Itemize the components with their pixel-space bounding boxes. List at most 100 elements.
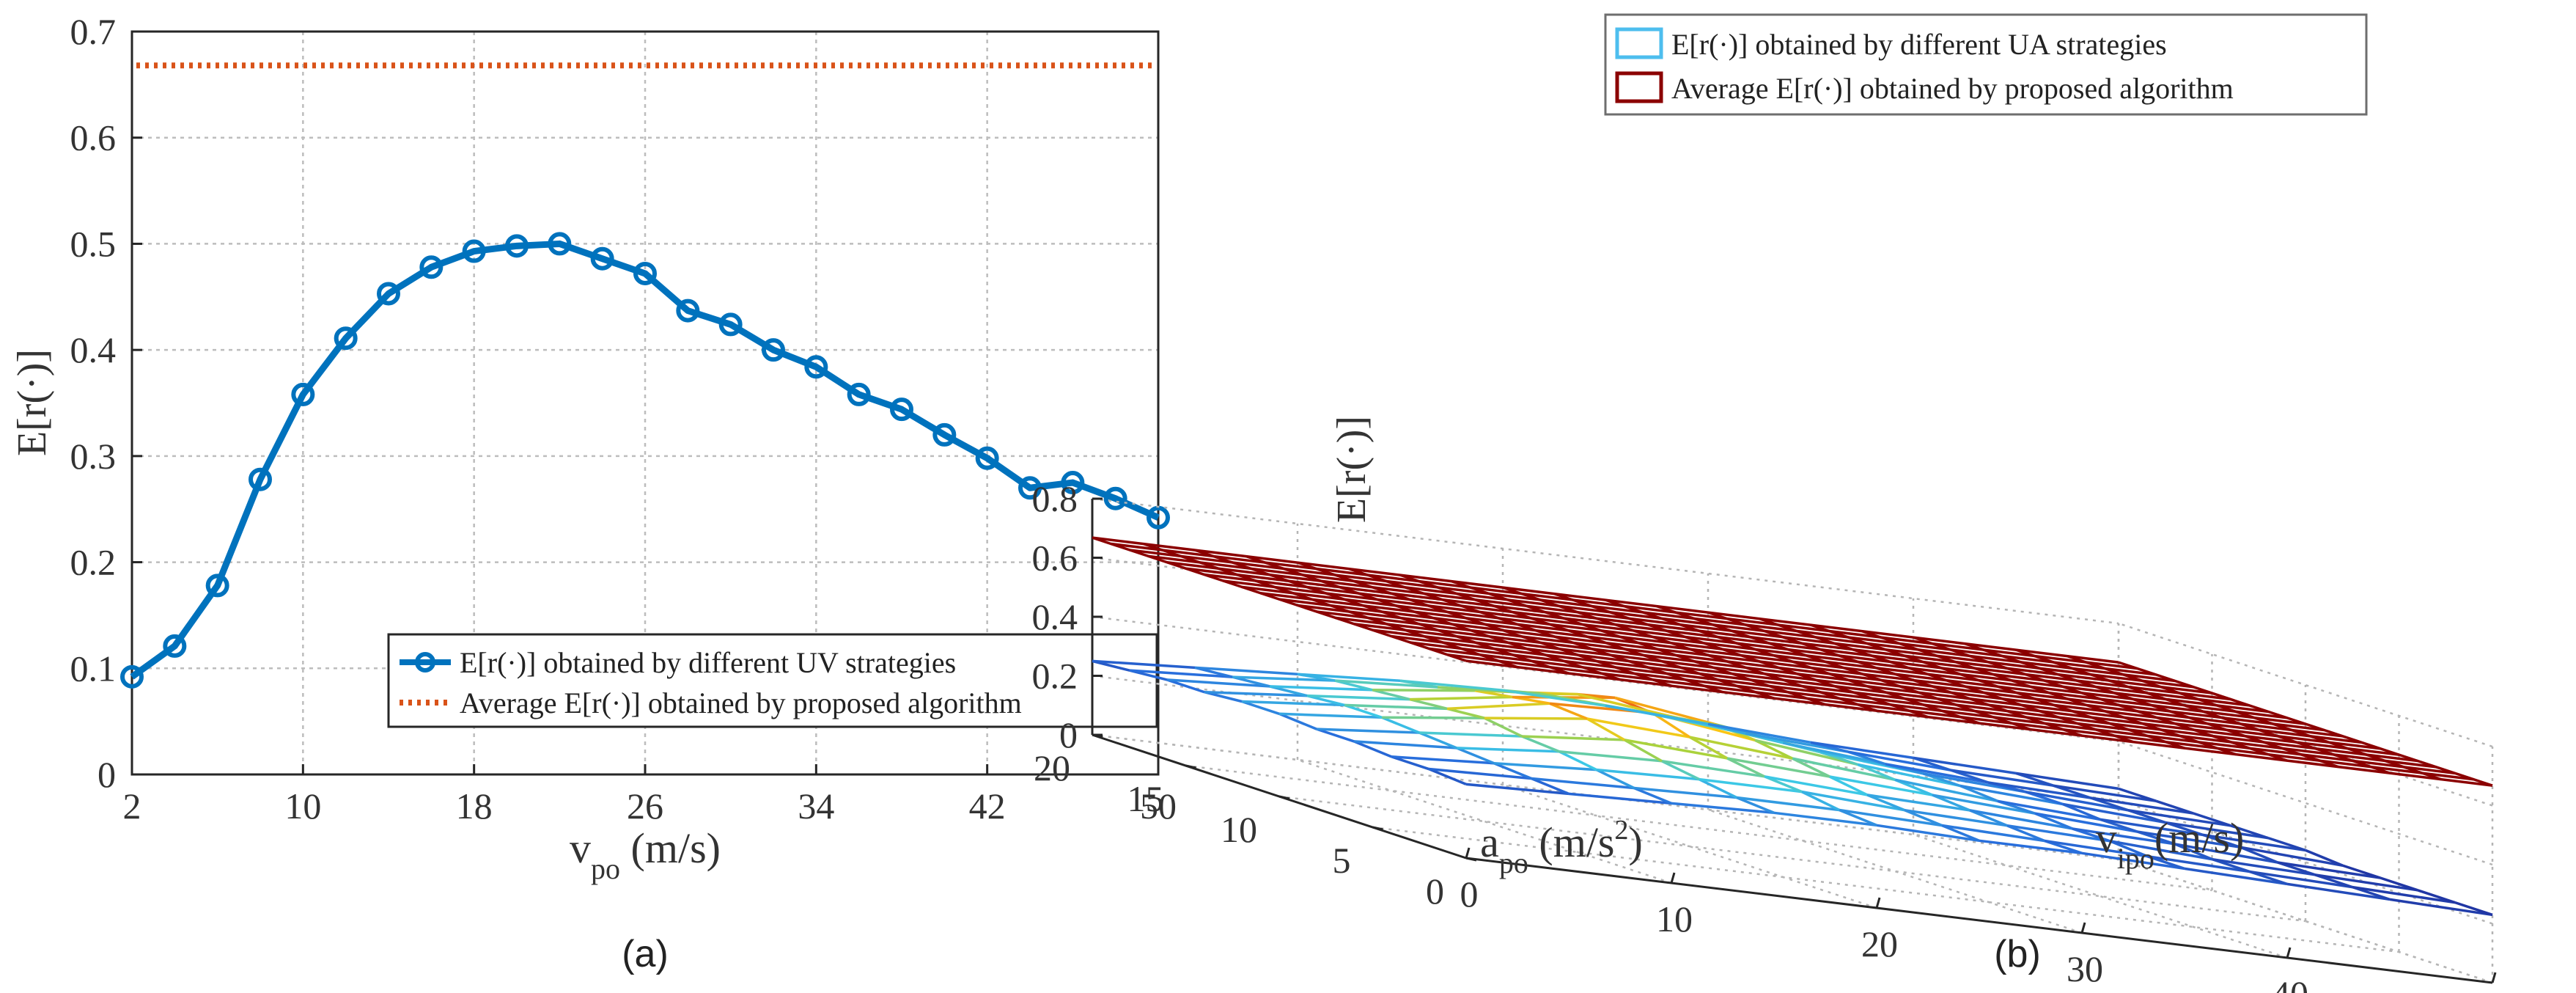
surface-mesh-line bbox=[2025, 791, 2129, 812]
ua-strategies-surface bbox=[1092, 659, 2493, 917]
surface-mesh-line bbox=[1372, 689, 1476, 692]
legend-box-3d bbox=[1604, 13, 2368, 116]
surface-mesh-line bbox=[1344, 703, 1448, 711]
surface-mesh-line bbox=[2127, 809, 2231, 827]
3d-axis-ticks: 010203040500510152000.20.40.60.8 bbox=[1032, 478, 2497, 993]
data-point-marker bbox=[377, 282, 400, 306]
surface-mesh-line bbox=[1904, 809, 1943, 827]
surface-mesh-line bbox=[1316, 728, 1420, 734]
surface-mesh-line bbox=[2267, 836, 2306, 852]
surface-mesh-line bbox=[1904, 808, 2008, 827]
surface-mesh-line bbox=[2380, 876, 2418, 892]
y-tick-mark bbox=[1372, 826, 1383, 831]
surface-mesh-line bbox=[1559, 750, 1663, 763]
surface-mesh-line bbox=[1661, 760, 1765, 778]
surface-mesh-line bbox=[1493, 762, 1532, 780]
surface-mesh-line bbox=[1792, 757, 1830, 778]
surface-mesh-line bbox=[2090, 796, 2194, 815]
z-tick-label-3d: 0.2 bbox=[1032, 656, 1078, 697]
surface-mesh-line bbox=[2118, 787, 2157, 802]
surface-mesh-line bbox=[2165, 821, 2269, 840]
y-tick-label-3d: 0 bbox=[1426, 871, 1444, 912]
surface-mesh-line bbox=[2044, 839, 2148, 858]
data-point-marker bbox=[1103, 486, 1127, 510]
x-axis-label-3d: vipo(m/s) bbox=[2096, 814, 2245, 875]
data-point-marker bbox=[847, 382, 871, 406]
legend-entry-ua-strategies: E[r(·)] obtained by different UA strateg… bbox=[1671, 28, 2167, 61]
plane-mesh-line bbox=[1092, 536, 2119, 664]
surface-mesh-line bbox=[1652, 711, 1690, 739]
surface-mesh-line bbox=[1689, 736, 1793, 760]
surface-mesh-line bbox=[2109, 840, 2213, 861]
surface-mesh-line bbox=[1297, 673, 1401, 682]
plane-mesh-line bbox=[1129, 549, 2157, 676]
y-tick-label: 0.2 bbox=[70, 542, 117, 583]
z-tick-label-3d: 0.8 bbox=[1032, 478, 1078, 519]
surface-mesh-line bbox=[1204, 691, 1243, 703]
x-tick-mark bbox=[2491, 972, 2497, 983]
surface-mesh-line bbox=[1549, 702, 1588, 720]
y-tick-label-3d: 15 bbox=[1127, 778, 1164, 819]
x-tick-label: 2 bbox=[123, 785, 141, 827]
surface-mesh-line bbox=[1334, 679, 1438, 689]
x-axis-label: vpo (m/s) bbox=[570, 824, 721, 885]
surface-mesh-line bbox=[1829, 775, 1868, 796]
surface-mesh-line bbox=[1269, 685, 1373, 692]
side-wall-grid-line bbox=[2118, 622, 2493, 748]
surface-mesh-line bbox=[2006, 824, 2111, 843]
y-tick-label-3d: 20 bbox=[1034, 747, 1070, 788]
y-tick-label: 0.6 bbox=[70, 117, 117, 158]
plane-mesh-line bbox=[1707, 611, 2083, 737]
surface-mesh-line bbox=[2146, 854, 2251, 873]
surface-mesh-line bbox=[2155, 799, 2194, 815]
surface-mesh-line bbox=[1866, 794, 1905, 812]
x-tick-label-3d: 0 bbox=[1460, 873, 1479, 915]
z-tick-label-3d: 0 bbox=[1059, 714, 1078, 755]
surface-mesh-line bbox=[1699, 777, 1803, 794]
surface-mesh-line bbox=[2174, 843, 2278, 864]
data-point-marker bbox=[762, 338, 785, 362]
surface-mesh-line bbox=[2006, 824, 2045, 843]
surface-mesh-line bbox=[1232, 675, 1336, 682]
y-tick-label: 0.7 bbox=[70, 11, 117, 52]
back-wall-grid-line bbox=[1092, 615, 2119, 743]
data-point-marker bbox=[462, 239, 486, 263]
axis-ticks: 2 10 18 26 34 42 50 0 0.1 0.2 0.3 0.4 0.5 0.6 0.7 bbox=[70, 11, 1177, 827]
surface-mesh-line bbox=[1204, 690, 1308, 697]
surface-mesh-line bbox=[1129, 669, 1233, 678]
data-point-marker bbox=[334, 326, 358, 351]
surface-mesh-line bbox=[2314, 873, 2418, 892]
surface-mesh-line bbox=[1092, 659, 1196, 670]
legend-swatch-surface bbox=[1615, 27, 1663, 59]
plane-mesh-line bbox=[1278, 598, 2306, 725]
plane-mesh-line bbox=[1241, 585, 2269, 714]
surface-mesh-line bbox=[1959, 784, 2064, 806]
surface-mesh-line bbox=[1979, 839, 2083, 855]
data-point-marker bbox=[932, 422, 957, 447]
surface-mesh-line bbox=[1465, 783, 1569, 796]
surface-mesh-line bbox=[1493, 761, 1597, 772]
surface-mesh-line bbox=[1605, 704, 1709, 725]
legend-3d: E[r(·)] obtained by different UA strateg… bbox=[1604, 13, 2368, 116]
surface-mesh-line bbox=[1829, 775, 1933, 796]
surface-mesh-line bbox=[1810, 741, 1914, 760]
surface-mesh-line bbox=[2034, 812, 2073, 830]
surface-mesh-line bbox=[1559, 750, 1597, 772]
plane-mesh-line bbox=[1810, 623, 2185, 750]
surface-mesh-line bbox=[1166, 678, 1205, 694]
surface-mesh-line bbox=[1671, 802, 1775, 815]
legend-swatch-plane bbox=[1615, 71, 1663, 103]
y-tick-mark bbox=[1465, 857, 1477, 862]
surface-mesh-line bbox=[1839, 808, 1877, 827]
side-wall-grid-line bbox=[2118, 858, 2493, 984]
data-point-marker bbox=[676, 298, 700, 323]
plane-mesh-line bbox=[2015, 648, 2391, 774]
legend-box bbox=[387, 633, 1158, 728]
data-point-marker bbox=[249, 467, 272, 491]
surface-mesh-line bbox=[1381, 716, 1485, 719]
surface-mesh-line bbox=[2193, 812, 2231, 827]
surface-mesh-line bbox=[1241, 700, 1280, 715]
surface-mesh-line bbox=[1353, 740, 1392, 758]
surface-mesh-line bbox=[2062, 802, 2166, 824]
plane-mesh-line bbox=[1111, 542, 2138, 670]
